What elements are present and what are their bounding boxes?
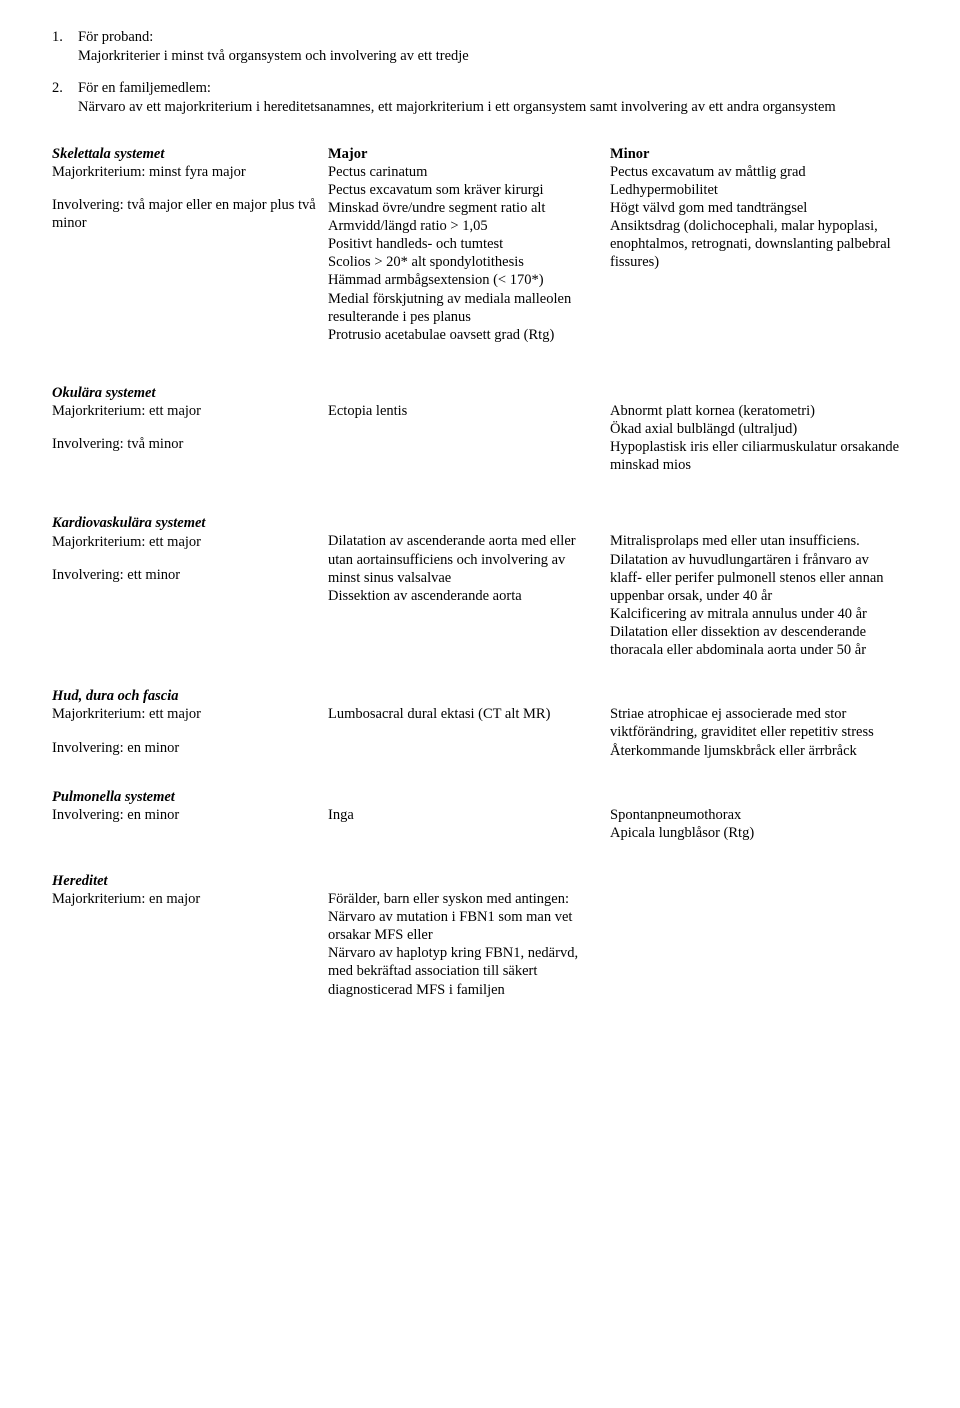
section-cardio: Kardiovaskulära systemet Majorkriterium:…	[52, 514, 908, 659]
intro-list: 1. För proband: Majorkriterier i minst t…	[52, 28, 908, 117]
column-header-minor: Minor	[610, 145, 900, 163]
cardio-major-text: Dilatation av ascenderande aorta med ell…	[328, 532, 600, 605]
skeletal-involvement: Involvering: två major eller en major pl…	[52, 196, 318, 232]
section-hud: Hud, dura och fascia Majorkriterium: ett…	[52, 687, 908, 759]
hud-major-text: Lumbosacral dural ektasi (CT alt MR)	[328, 705, 600, 723]
pulm-minor-text: Spontanpneumothorax Apicala lungblåsor (…	[610, 806, 900, 842]
section-hereditet: Hereditet Majorkriterium: en major Föräl…	[52, 872, 908, 999]
ocular-minor-text: Abnormt platt kornea (keratometri) Ökad …	[610, 402, 900, 475]
hud-criterion: Majorkriterium: ett major	[52, 705, 318, 723]
hud-title: Hud, dura och fascia	[52, 687, 318, 705]
cardio-title: Kardiovaskulära systemet	[52, 514, 318, 532]
hered-criterion: Majorkriterium: en major	[52, 890, 318, 908]
ocular-major-text: Ectopia lentis	[328, 402, 600, 420]
section-pulmonella: Pulmonella systemet Involvering: en mino…	[52, 788, 908, 842]
ocular-title: Okulära systemet	[52, 384, 318, 402]
skeletal-title: Skelettala systemet	[52, 145, 318, 163]
list-item-2-line-2: Närvaro av ett majorkriterium i heredite…	[78, 98, 908, 116]
pulm-major-text: Inga	[328, 806, 600, 824]
cardio-minor-text: Mitralisprolaps med eller utan insuffici…	[610, 532, 900, 659]
pulm-title: Pulmonella systemet	[52, 788, 318, 806]
cardio-criterion: Majorkriterium: ett major	[52, 533, 318, 551]
list-item-1-line-1: För proband:	[78, 28, 153, 46]
section-ocular: Okulära systemet Majorkriterium: ett maj…	[52, 384, 908, 475]
list-item-2-line-1: För en familjemedlem:	[78, 79, 211, 97]
hud-involvement: Involvering: en minor	[52, 739, 318, 757]
pulm-involvement: Involvering: en minor	[52, 806, 318, 824]
hered-major-text: Förälder, barn eller syskon med antingen…	[328, 890, 600, 999]
list-number-1: 1.	[52, 28, 78, 46]
ocular-criterion: Majorkriterium: ett major	[52, 402, 318, 420]
skeletal-criterion: Majorkriterium: minst fyra major	[52, 163, 318, 181]
section-skeletal: Skelettala systemet Majorkriterium: mins…	[52, 145, 908, 344]
skeletal-major-text: Pectus carinatum Pectus excavatum som kr…	[328, 163, 600, 344]
list-item-1-line-2: Majorkriterier i minst två organsystem o…	[78, 47, 908, 65]
skeletal-minor-text: Pectus excavatum av måttlig grad Ledhype…	[610, 163, 900, 272]
hered-title: Hereditet	[52, 872, 318, 890]
hud-minor-text: Striae atrophicae ej associerade med sto…	[610, 705, 900, 759]
list-number-2: 2.	[52, 79, 78, 97]
column-header-major: Major	[328, 145, 600, 163]
cardio-involvement: Involvering: ett minor	[52, 566, 318, 584]
ocular-involvement: Involvering: två minor	[52, 435, 318, 453]
